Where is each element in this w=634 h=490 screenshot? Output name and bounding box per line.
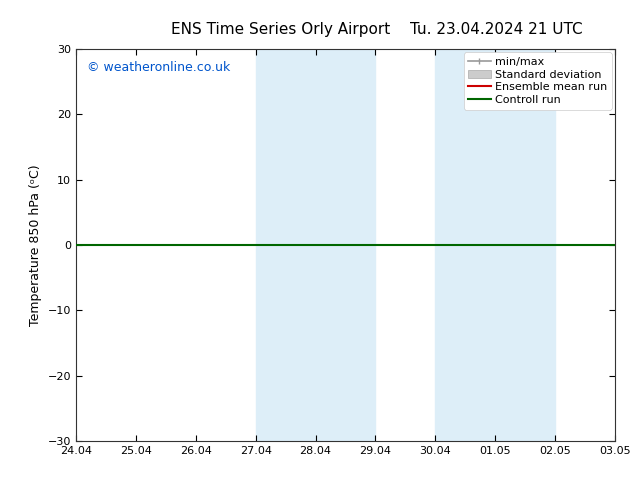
Legend: min/max, Standard deviation, Ensemble mean run, Controll run: min/max, Standard deviation, Ensemble me… [464, 52, 612, 110]
Text: © weatheronline.co.uk: © weatheronline.co.uk [87, 61, 230, 74]
Bar [495, 49, 555, 441]
Y-axis label: Temperature 850 hPa (ᵒC): Temperature 850 hPa (ᵒC) [29, 164, 42, 326]
Bar [256, 49, 316, 441]
Bar [436, 49, 495, 441]
Bar [316, 49, 375, 441]
Text: ENS Time Series Orly Airport: ENS Time Series Orly Airport [171, 22, 391, 37]
Text: Tu. 23.04.2024 21 UTC: Tu. 23.04.2024 21 UTC [410, 22, 583, 37]
